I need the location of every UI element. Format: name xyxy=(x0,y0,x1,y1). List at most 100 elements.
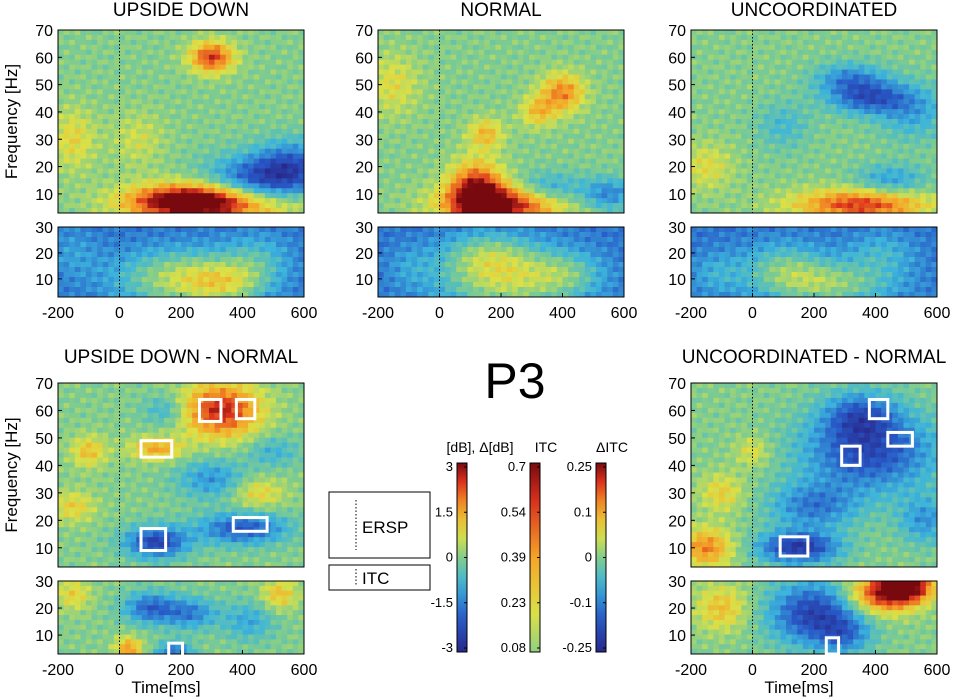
itc-cell xyxy=(169,277,177,283)
ersp-cell xyxy=(534,59,541,66)
ersp-cell xyxy=(208,94,216,100)
ersp-cell xyxy=(383,34,390,41)
ersp-cell xyxy=(836,44,843,51)
itc-cell xyxy=(136,267,143,273)
itc-cell xyxy=(192,282,199,288)
itc-cell xyxy=(225,227,232,233)
ersp-cell xyxy=(253,143,260,150)
ersp-cell xyxy=(80,89,87,95)
ersp-cell xyxy=(545,168,552,175)
ersp-cell xyxy=(836,69,843,76)
ersp-cell xyxy=(253,104,260,110)
ersp-cell xyxy=(584,84,592,90)
ersp-cell xyxy=(411,59,418,66)
ersp-cell xyxy=(203,54,210,61)
ersp-cell xyxy=(394,148,401,155)
ersp-cell xyxy=(400,39,407,46)
ersp-cell xyxy=(819,30,826,36)
itc-cell xyxy=(556,227,564,233)
ersp-cell xyxy=(696,39,703,46)
itc-cell xyxy=(259,267,266,273)
itc-cell xyxy=(253,267,260,273)
ersp-cell xyxy=(281,143,288,150)
ersp-cell xyxy=(248,109,255,115)
ersp-cell xyxy=(63,198,70,204)
ersp-cell xyxy=(80,114,87,120)
ersp-cell xyxy=(136,158,143,165)
ersp-cell xyxy=(556,188,564,194)
ersp-cell xyxy=(248,79,255,86)
ersp-cell xyxy=(186,69,193,76)
ersp-cell xyxy=(108,208,115,213)
ersp-cell xyxy=(287,74,294,81)
ersp-cell xyxy=(378,69,385,76)
itc-cell xyxy=(590,232,597,238)
ersp-cell xyxy=(473,123,480,130)
ersp-cell xyxy=(568,114,575,120)
ersp-cell xyxy=(130,34,137,41)
ersp-cell xyxy=(596,104,603,110)
ersp-cell xyxy=(276,188,283,194)
ersp-cell xyxy=(236,69,244,76)
ersp-cell xyxy=(276,79,283,86)
itc-cell xyxy=(433,277,441,283)
ersp-cell xyxy=(417,193,424,199)
ersp-cell xyxy=(556,64,564,71)
ersp-cell xyxy=(534,183,541,189)
ersp-cell xyxy=(270,74,277,81)
ersp-cell xyxy=(584,44,592,51)
ersp-cell xyxy=(607,158,614,165)
ersp-cell xyxy=(758,49,765,56)
ersp-cell xyxy=(58,138,65,145)
ersp-cell xyxy=(113,128,121,135)
ersp-cell xyxy=(298,54,304,61)
ersp-cell xyxy=(724,59,731,66)
itc-cell xyxy=(236,287,244,293)
ersp-cell xyxy=(97,59,104,66)
itc-cell xyxy=(214,237,221,243)
ersp-cell xyxy=(264,128,272,135)
ersp-cell xyxy=(433,34,441,41)
ersp-cell xyxy=(523,44,530,51)
ersp-cell xyxy=(141,208,149,213)
ersp-cell xyxy=(181,153,188,160)
ersp-cell xyxy=(203,193,210,199)
ersp-cell xyxy=(473,69,480,76)
ersp-cell xyxy=(147,30,154,36)
ersp-cell xyxy=(287,128,294,135)
ersp-cell xyxy=(253,119,260,125)
ersp-cell xyxy=(584,39,592,46)
ersp-cell xyxy=(181,198,188,204)
ersp-cell xyxy=(411,49,418,56)
ersp-cell xyxy=(248,114,255,120)
ersp-cell xyxy=(450,148,457,155)
itc-cell xyxy=(445,262,452,268)
ersp-cell xyxy=(69,203,76,209)
ersp-cell xyxy=(394,133,401,140)
ersp-cell xyxy=(248,104,255,110)
ersp-cell xyxy=(467,69,474,76)
ersp-cell xyxy=(506,158,513,165)
ersp-cell xyxy=(596,119,603,125)
ersp-cell xyxy=(298,69,304,76)
ersp-cell xyxy=(422,79,429,86)
ersp-cell xyxy=(579,208,586,213)
itc-cell xyxy=(417,237,424,243)
ersp-cell xyxy=(253,89,260,95)
itc-cell xyxy=(439,252,446,258)
itc-cell xyxy=(378,267,385,273)
ersp-cell xyxy=(506,128,513,135)
ersp-cell xyxy=(186,208,193,213)
ersp-cell xyxy=(551,123,558,130)
ersp-cell xyxy=(428,163,435,170)
ersp-cell xyxy=(281,123,288,130)
ersp-cell xyxy=(225,89,232,95)
itc-cell xyxy=(551,282,558,288)
ersp-cell xyxy=(292,153,300,160)
itc-cell xyxy=(63,227,70,233)
itc-cell xyxy=(113,242,121,248)
itc-cell xyxy=(484,292,491,297)
ersp-cell xyxy=(618,168,624,175)
ersp-cell xyxy=(276,168,283,175)
itc-cell xyxy=(584,242,592,248)
